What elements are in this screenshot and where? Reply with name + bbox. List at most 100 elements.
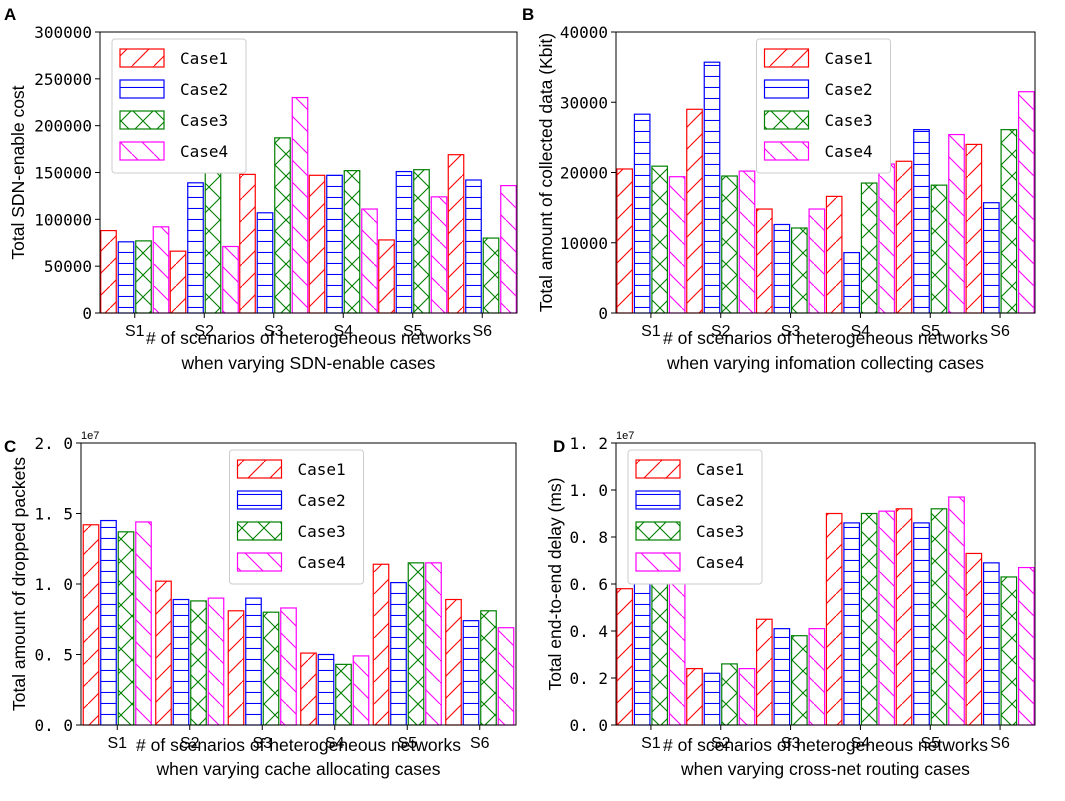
legend-swatch-case4 <box>119 141 165 161</box>
bar-case1-s6 <box>447 154 465 314</box>
legend-swatch-case2 <box>119 79 165 99</box>
legend-swatch-case1 <box>763 48 810 68</box>
bar-case4-s5 <box>948 133 965 314</box>
y-tick-label: 250000 <box>34 70 92 89</box>
legend: Case1 Case2 Case3 Case4 <box>627 449 763 585</box>
bar-case1-s2 <box>155 580 172 726</box>
x-tick-label: S4 <box>325 735 345 752</box>
x-tick-label: S6 <box>472 323 492 340</box>
y-tick-label: 30000 <box>560 93 608 112</box>
y-tick-label: 0 <box>598 304 608 323</box>
panel-letter: B <box>522 5 534 24</box>
y-tick-label: 2. 0 <box>34 434 73 453</box>
legend-label-case4: Case4 <box>298 553 346 572</box>
y-tick-label: 1. 0 <box>569 481 608 500</box>
bar-case4-s6 <box>1017 91 1035 314</box>
legend-swatch-case2 <box>236 490 283 510</box>
bar-case1-s4 <box>300 652 317 726</box>
bar-case1-s4 <box>825 512 843 726</box>
panel-c-chart: C 0. 0 0. 5 1. 0 1. 5 2. 0 S1 S2 S3 S4 S5 S6 1e7 # of… <box>4 430 517 779</box>
bar-case1-s1 <box>616 588 634 726</box>
bar-case1-s5 <box>895 160 913 314</box>
y-axis-label: Total end-to-end delay (ms) <box>545 477 565 690</box>
y-tick-label: 300000 <box>34 23 92 42</box>
legend-swatch-case3 <box>119 110 165 130</box>
legend-box <box>627 449 763 585</box>
bar-case1-s6 <box>965 552 983 726</box>
x-axis-label: # of scenarios of heterogeneous networks <box>663 328 988 348</box>
bar-case2-s4 <box>843 251 861 314</box>
bar-case1-s5 <box>895 508 913 726</box>
x-tick-label: S2 <box>194 323 214 340</box>
legend-label-case4: Case4 <box>696 553 744 572</box>
y-axis-label: Total SDN-enable cost <box>8 85 28 259</box>
y-tick-label: 50000 <box>44 257 92 276</box>
bar-case3-s1 <box>651 578 669 726</box>
bar-case1-s1 <box>616 168 634 314</box>
bar-case2-s3 <box>773 223 791 314</box>
x-axis-label: # of scenarios of heterogeneous networks <box>663 735 988 755</box>
bar-case2-s5 <box>390 581 407 726</box>
panel-letter: D <box>553 437 565 456</box>
bar-case2-s3 <box>256 212 274 314</box>
x-tick-label: S3 <box>781 323 801 340</box>
bar-case4-s6 <box>497 627 515 726</box>
y-tick-label: 1. 2 <box>569 434 608 453</box>
bar-case4-s3 <box>291 96 309 314</box>
legend-label-case1: Case1 <box>696 460 744 479</box>
legend-swatch-case1 <box>119 48 165 68</box>
bar-case3-s2 <box>190 600 207 726</box>
legend-label-case2: Case2 <box>180 80 228 99</box>
bar-case1-s5 <box>378 239 395 314</box>
legend-box <box>756 38 891 174</box>
x-tick-label: S5 <box>397 735 417 752</box>
bar-case3-s5 <box>407 562 425 726</box>
x-tick-label: S5 <box>920 735 940 752</box>
x-tick-label: S1 <box>125 323 145 340</box>
x-tick-label: S3 <box>781 735 801 752</box>
bar-case3-s6 <box>1000 129 1018 314</box>
legend: Case1 Case2 Case3 Case4 <box>229 449 364 585</box>
y-tick-label: 1. 0 <box>34 575 73 594</box>
bar-case1-s4 <box>825 195 843 314</box>
y-tick-label: 0. 0 <box>34 716 73 735</box>
bar-case3-s6 <box>1000 576 1018 726</box>
bar-case3-s5 <box>930 508 948 726</box>
bar-case1-s2 <box>686 108 703 314</box>
x-tick-label: S2 <box>180 735 200 752</box>
x-tick-label: S6 <box>990 735 1010 752</box>
legend: Case1 Case2 Case3 Case4 <box>111 38 247 174</box>
bar-case4-s1 <box>668 176 686 314</box>
bar-case1-s2 <box>686 667 703 726</box>
x-tick-label: S2 <box>711 323 731 340</box>
bar-case4-s4 <box>361 208 378 314</box>
y-tick-label: 0. 8 <box>569 528 608 547</box>
panel-letter: C <box>4 437 16 456</box>
bar-case3-s4 <box>860 182 878 314</box>
bar-case3-s4 <box>343 170 361 314</box>
legend-label-case3: Case3 <box>825 111 873 130</box>
y-axis-label: Total amount of collected data (Kbit) <box>536 33 556 312</box>
bar-case1-s3 <box>755 208 773 314</box>
bar-case3-s5 <box>930 184 948 314</box>
y-tick-label: 0. 4 <box>569 622 608 641</box>
bar-case3-s2 <box>204 166 222 314</box>
bar-case4-s2 <box>738 667 756 726</box>
y-tick-label: 100000 <box>34 210 92 229</box>
bar-case3-s3 <box>262 611 280 726</box>
legend-swatch-case2 <box>763 79 810 99</box>
bar-case3-s5 <box>413 169 430 314</box>
legend-label-case2: Case2 <box>825 80 873 99</box>
bar-case3-s4 <box>335 663 352 726</box>
bar-case2-s6 <box>982 562 1000 726</box>
y-tick-label: 1. 5 <box>34 505 73 524</box>
bar-case2-s2 <box>187 182 204 314</box>
legend-swatch-case1 <box>635 459 681 479</box>
legend-label-case2: Case2 <box>298 491 346 510</box>
bar-case2-s5 <box>913 129 930 314</box>
x-tick-label: S4 <box>333 323 353 340</box>
bar-case1-s5 <box>372 563 390 726</box>
bar-case2-s6 <box>982 202 1000 314</box>
legend-swatch-case2 <box>635 490 681 510</box>
bar-case1-s3 <box>227 610 245 726</box>
